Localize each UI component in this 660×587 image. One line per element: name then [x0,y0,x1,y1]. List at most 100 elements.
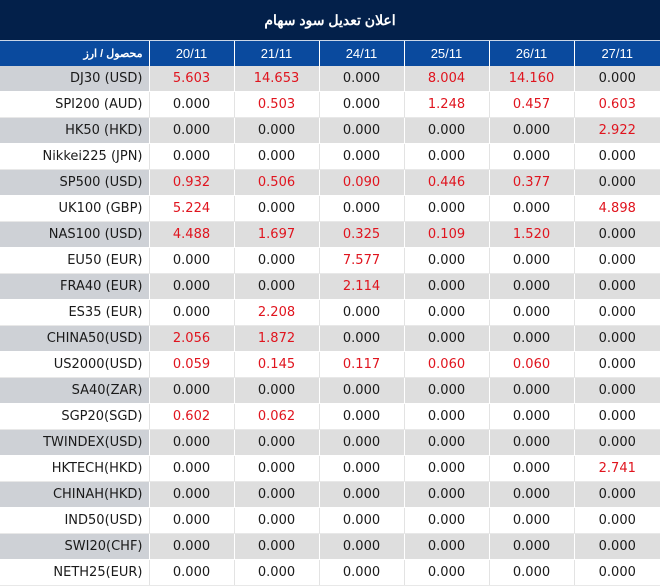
dividend-value-cell: 0.000 [319,325,405,352]
column-header-date: 24/11 [319,41,405,66]
dividend-value-cell: 0.059 [149,351,235,378]
dividend-value-cell: 0.000 [404,559,490,586]
dividend-value-cell: 0.000 [149,455,235,482]
dividend-value-cell: 2.741 [574,455,660,482]
table-row: TWINDEX(USD) 0.000 0.000 0.000 0.000 0.000 0.0… [0,429,660,456]
dividend-value-cell: 0.000 [149,559,235,586]
dividend-value-cell: 0.000 [404,481,490,508]
product-cell: HK50 (HKD) [0,117,150,144]
product-cell: NAS100 (USD) [0,221,150,248]
dividend-value-cell: 0.000 [489,455,575,482]
dividend-value-cell: 0.000 [574,403,660,430]
dividend-value-cell: 0.000 [319,533,405,560]
product-cell: IND50(USD) [0,507,150,534]
dividend-value-cell: 0.000 [234,559,320,586]
dividend-value-cell: 0.000 [404,403,490,430]
dividend-value-cell: 2.056 [149,325,235,352]
dividend-value-cell: 0.000 [574,273,660,300]
product-cell: HKTECH(HKD) [0,455,150,482]
dividend-value-cell: 0.000 [404,429,490,456]
dividend-value-cell: 0.000 [489,143,575,170]
dividend-value-cell: 0.000 [574,429,660,456]
dividend-value-cell: 0.000 [319,299,405,326]
dividend-value-cell: 0.000 [404,533,490,560]
dividend-value-cell: 0.000 [574,66,660,92]
dividend-value-cell: 0.000 [319,559,405,586]
dividend-value-cell: 0.117 [319,351,405,378]
table-row: SP500 (USD) 0.932 0.506 0.090 0.446 0.377 0.00… [0,169,660,196]
product-cell: SA40(ZAR) [0,377,150,404]
dividend-value-cell: 0.000 [489,559,575,586]
dividend-value-cell: 1.697 [234,221,320,248]
product-cell: FRA40 (EUR) [0,273,150,300]
dividend-value-cell: 0.000 [489,117,575,144]
dividend-value-cell: 0.000 [149,377,235,404]
dividend-value-cell: 0.000 [574,559,660,586]
product-cell: DJ30 (USD) [0,66,150,92]
dividend-value-cell: 0.000 [574,143,660,170]
table-row: CHINA50(USD) 2.056 1.872 0.000 0.000 0.000 0.0… [0,325,660,352]
table-row: UK100 (GBP) 5.224 0.000 0.000 0.000 0.000 4.89… [0,195,660,222]
dividend-value-cell: 0.000 [489,377,575,404]
dividend-table: محصول / ارز 20/11 21/11 24/11 25/11 26/1… [0,41,660,586]
dividend-value-cell: 0.000 [234,273,320,300]
dividend-value-cell: 0.060 [489,351,575,378]
product-cell: SP500 (USD) [0,169,150,196]
dividend-value-cell: 0.000 [404,377,490,404]
column-header-date: 26/11 [489,41,575,66]
dividend-value-cell: 0.000 [234,247,320,274]
dividend-value-cell: 0.000 [149,507,235,534]
dividend-value-cell: 0.932 [149,169,235,196]
dividend-value-cell: 0.000 [404,299,490,326]
dividend-value-cell: 0.000 [404,195,490,222]
dividend-value-cell: 0.000 [149,91,235,118]
product-cell: US2000(USD) [0,351,150,378]
table-row: SWI20(CHF) 0.000 0.000 0.000 0.000 0.000 0.000 [0,533,660,560]
dividend-value-cell: 0.000 [574,299,660,326]
dividend-value-cell: 4.488 [149,221,235,248]
dividend-value-cell: 0.000 [234,481,320,508]
dividend-value-cell: 0.000 [404,247,490,274]
dividend-value-cell: 0.000 [149,481,235,508]
dividend-value-cell: 0.000 [319,66,405,92]
dividend-value-cell: 0.062 [234,403,320,430]
dividend-value-cell: 5.603 [149,66,235,92]
dividend-value-cell: 1.520 [489,221,575,248]
dividend-value-cell: 0.000 [574,221,660,248]
dividend-value-cell: 2.114 [319,273,405,300]
dividend-value-cell: 0.000 [404,117,490,144]
dividend-value-cell: 0.000 [149,117,235,144]
dividend-value-cell: 0.145 [234,351,320,378]
table-row: CHINAH(HKD) 0.000 0.000 0.000 0.000 0.000 0.00… [0,481,660,508]
dividend-value-cell: 0.000 [404,455,490,482]
dividend-value-cell: 0.503 [234,91,320,118]
column-header-product: محصول / ارز [0,41,150,66]
dividend-value-cell: 0.000 [489,403,575,430]
dividend-value-cell: 5.224 [149,195,235,222]
dividend-value-cell: 0.000 [234,429,320,456]
product-cell: CHINA50(USD) [0,325,150,352]
product-cell: UK100 (GBP) [0,195,150,222]
dividend-value-cell: 0.377 [489,169,575,196]
dividend-value-cell: 0.000 [489,299,575,326]
dividend-value-cell: 0.000 [319,507,405,534]
product-cell: NETH25(EUR) [0,559,150,586]
dividend-value-cell: 0.000 [489,533,575,560]
dividend-value-cell: 0.000 [149,299,235,326]
dividend-value-cell: 8.004 [404,66,490,92]
product-cell: EU50 (EUR) [0,247,150,274]
dividend-value-cell: 14.160 [489,66,575,92]
dividend-value-cell: 0.090 [319,169,405,196]
table-row: FRA40 (EUR) 0.000 0.000 2.114 0.000 0.000 0.00… [0,273,660,300]
table-row: HKTECH(HKD) 0.000 0.000 0.000 0.000 0.000 2.74… [0,455,660,482]
dividend-value-cell: 0.000 [489,481,575,508]
dividend-value-cell: 0.000 [489,273,575,300]
page-title: اعلان تعدیل سود سهام [0,0,660,41]
product-cell: CHINAH(HKD) [0,481,150,508]
dividend-value-cell: 1.248 [404,91,490,118]
table-header-row: محصول / ارز 20/11 21/11 24/11 25/11 26/1… [0,41,660,66]
dividend-value-cell: 0.000 [319,481,405,508]
dividend-value-cell: 0.000 [489,195,575,222]
product-cell: SPI200 (AUD) [0,91,150,118]
